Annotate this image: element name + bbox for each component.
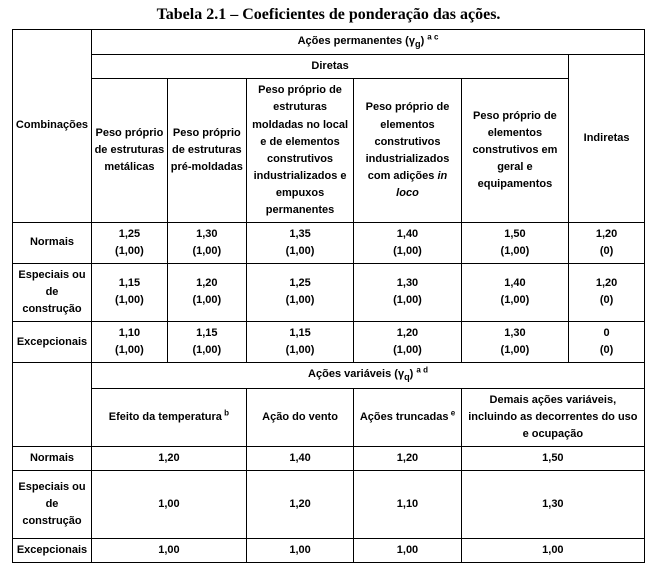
cell-value: 1,50 bbox=[461, 446, 644, 470]
header-d1: Peso próprio de estruturas metálicas bbox=[92, 79, 168, 222]
header-combinacoes: Combinações bbox=[13, 30, 92, 223]
cell-value: 1,00 bbox=[92, 470, 247, 538]
table-row: Normais 1,25(1,00) 1,30(1,00) 1,35(1,00)… bbox=[13, 222, 645, 263]
header-spacer bbox=[13, 363, 92, 447]
cell-value: 1,00 bbox=[461, 538, 644, 562]
header-acoes-permanentes: Ações permanentes (γg) a c bbox=[92, 30, 645, 55]
header-d4: Peso próprio de elementos construtivos i… bbox=[354, 79, 461, 222]
cell-value: 1,20 bbox=[246, 470, 353, 538]
cell-value: 1,35(1,00) bbox=[246, 222, 353, 263]
header-v3: Ações truncadas e bbox=[354, 388, 461, 446]
cell-value: 1,30 bbox=[461, 470, 644, 538]
cell-value: 1,30(1,00) bbox=[461, 322, 568, 363]
cell-value: 1,00 bbox=[354, 538, 461, 562]
header-d5: Peso próprio de elementos construtivos e… bbox=[461, 79, 568, 222]
cell-value: 1,20 bbox=[92, 446, 247, 470]
cell-value: 1,20(0) bbox=[569, 263, 645, 321]
cell-value: 1,50(1,00) bbox=[461, 222, 568, 263]
header-indiretas: Indiretas bbox=[569, 55, 645, 222]
cell-value: 1,15(1,00) bbox=[167, 322, 246, 363]
cell-value: 1,00 bbox=[246, 538, 353, 562]
header-acoes-variaveis: Ações variáveis (γq) a d bbox=[92, 363, 645, 388]
cell-value: 1,40(1,00) bbox=[461, 263, 568, 321]
row-label: Excepcionais bbox=[13, 538, 92, 562]
cell-value: 1,10(1,00) bbox=[92, 322, 168, 363]
cell-value: 1,15(1,00) bbox=[246, 322, 353, 363]
cell-value: 1,20 bbox=[354, 446, 461, 470]
cell-value: 1,20(0) bbox=[569, 222, 645, 263]
cell-value: 1,25(1,00) bbox=[92, 222, 168, 263]
cell-value: 0(0) bbox=[569, 322, 645, 363]
cell-value: 1,15(1,00) bbox=[92, 263, 168, 321]
table-title: Tabela 2.1 – Coeficientes de ponderação … bbox=[12, 6, 645, 24]
cell-value: 1,30(1,00) bbox=[354, 263, 461, 321]
table-row: Excepcionais 1,10(1,00) 1,15(1,00) 1,15(… bbox=[13, 322, 645, 363]
row-label: Normais bbox=[13, 222, 92, 263]
table-row: Especiais ou de construção 1,15(1,00) 1,… bbox=[13, 263, 645, 321]
row-label: Normais bbox=[13, 446, 92, 470]
cell-value: 1,40 bbox=[246, 446, 353, 470]
row-label: Especiais ou de construção bbox=[13, 263, 92, 321]
cell-value: 1,40(1,00) bbox=[354, 222, 461, 263]
header-v2: Ação do vento bbox=[246, 388, 353, 446]
cell-value: 1,20(1,00) bbox=[167, 263, 246, 321]
row-label: Especiais ou de construção bbox=[13, 470, 92, 538]
cell-value: 1,30(1,00) bbox=[167, 222, 246, 263]
row-label: Excepcionais bbox=[13, 322, 92, 363]
table-row: Especiais ou de construção 1,00 1,20 1,1… bbox=[13, 470, 645, 538]
header-d2: Peso próprio de estruturas pré-moldadas bbox=[167, 79, 246, 222]
cell-value: 1,00 bbox=[92, 538, 247, 562]
cell-value: 1,25(1,00) bbox=[246, 263, 353, 321]
header-d3: Peso próprio de estruturas moldadas no l… bbox=[246, 79, 353, 222]
coefficients-table: Combinações Ações permanentes (γg) a c D… bbox=[12, 29, 645, 563]
table-row: Normais 1,20 1,40 1,20 1,50 bbox=[13, 446, 645, 470]
cell-value: 1,20(1,00) bbox=[354, 322, 461, 363]
cell-value: 1,10 bbox=[354, 470, 461, 538]
header-v1: Efeito da temperatura b bbox=[92, 388, 247, 446]
header-v4: Demais ações variáveis, incluindo as dec… bbox=[461, 388, 644, 446]
table-row: Excepcionais 1,00 1,00 1,00 1,00 bbox=[13, 538, 645, 562]
header-diretas: Diretas bbox=[92, 55, 569, 79]
